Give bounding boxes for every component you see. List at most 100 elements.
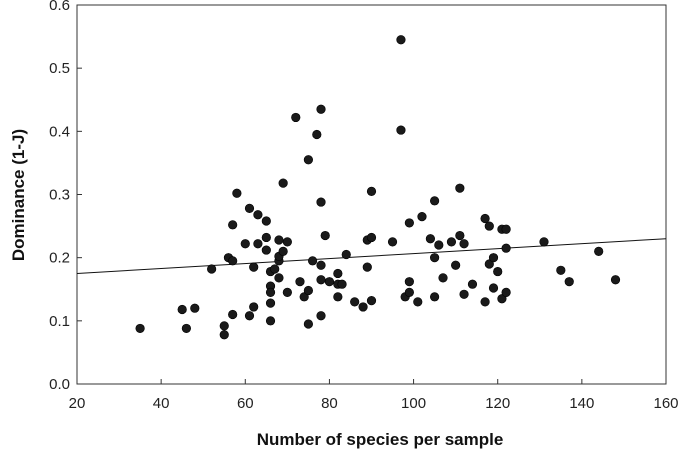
data-point — [249, 302, 259, 312]
data-point — [333, 292, 343, 302]
data-point — [387, 237, 398, 247]
data-point — [480, 213, 490, 224]
data-point — [240, 239, 250, 249]
data-point — [459, 239, 469, 249]
y-tick-label: 0.1 — [49, 313, 70, 330]
data-point — [425, 234, 436, 244]
x-tick-label: 20 — [69, 395, 86, 412]
data-point — [303, 319, 313, 329]
data-point — [366, 232, 377, 243]
data-point — [350, 297, 360, 307]
data-point — [430, 196, 440, 206]
data-point — [249, 262, 259, 272]
data-point — [358, 302, 368, 312]
x-tick-label: 160 — [653, 395, 678, 412]
y-axis: 0.0 0.1 0.2 0.3 0.4 0.5 0.6 — [49, 0, 82, 393]
data-point — [207, 264, 217, 274]
y-tick-label: 0.2 — [49, 250, 70, 267]
data-point — [556, 265, 566, 275]
data-point — [539, 237, 549, 247]
data-point — [396, 125, 406, 135]
data-point — [430, 292, 440, 302]
data-point — [484, 259, 494, 269]
trend-line — [76, 238, 667, 274]
data-point — [278, 246, 288, 256]
data-point — [265, 287, 276, 298]
data-point — [434, 240, 444, 250]
data-point — [312, 129, 322, 140]
data-point — [417, 212, 427, 222]
data-points — [135, 35, 621, 340]
data-point — [316, 197, 326, 207]
x-tick-label: 140 — [569, 395, 594, 412]
data-point — [467, 279, 478, 289]
y-tick-label: 0.5 — [49, 60, 70, 77]
x-tick-label: 60 — [237, 395, 254, 412]
data-point — [341, 249, 351, 260]
x-tick-label: 80 — [321, 395, 338, 412]
data-point — [333, 268, 343, 279]
data-point — [497, 294, 507, 304]
data-point — [295, 277, 305, 287]
data-point — [501, 243, 511, 253]
x-tick-label: 120 — [485, 395, 510, 412]
data-point — [228, 309, 238, 320]
y-axis-title: Dominance (1-J) — [9, 129, 28, 261]
data-point — [396, 35, 406, 45]
data-point — [488, 283, 499, 293]
x-axis: 20 40 60 80 100 120 140 160 — [69, 379, 679, 412]
data-point — [404, 218, 414, 228]
data-point — [501, 287, 511, 298]
data-point — [316, 311, 326, 321]
data-point — [282, 237, 292, 247]
data-point — [244, 203, 255, 213]
y-tick-label: 0.4 — [49, 123, 70, 140]
data-point — [446, 237, 457, 247]
data-point — [438, 273, 448, 283]
data-point — [501, 224, 511, 234]
data-point — [404, 287, 414, 298]
data-point — [291, 112, 301, 123]
data-point — [337, 279, 347, 289]
y-tick-label: 0.3 — [49, 187, 70, 204]
data-point — [316, 104, 326, 114]
data-point — [303, 155, 313, 165]
data-point — [488, 253, 499, 263]
data-point — [564, 277, 574, 287]
x-tick-label: 100 — [401, 395, 426, 412]
data-point — [261, 216, 271, 226]
data-point — [228, 220, 238, 230]
data-point — [282, 287, 292, 298]
data-point — [265, 316, 276, 326]
data-point — [459, 289, 469, 299]
data-point — [261, 245, 271, 255]
data-point — [308, 256, 318, 266]
data-point — [253, 210, 263, 220]
data-point — [190, 303, 200, 313]
data-point — [270, 264, 280, 274]
y-tick-label: 0.0 — [49, 376, 70, 393]
data-point — [135, 323, 145, 334]
x-axis-title: Number of species per sample — [257, 430, 504, 449]
data-point — [261, 232, 271, 243]
data-point — [253, 239, 263, 249]
data-point — [362, 262, 372, 272]
data-point — [324, 277, 335, 287]
data-point — [274, 273, 284, 283]
data-point — [594, 246, 604, 256]
data-point — [316, 260, 326, 270]
data-point — [316, 275, 326, 285]
data-point — [244, 311, 255, 321]
data-point — [299, 292, 309, 302]
data-point — [430, 253, 440, 263]
data-point — [455, 230, 465, 241]
data-point — [451, 260, 461, 270]
data-point — [181, 323, 191, 334]
x-tick-label: 40 — [153, 395, 170, 412]
data-point — [480, 297, 490, 307]
data-point — [413, 297, 423, 307]
data-point — [404, 277, 414, 287]
data-point — [303, 285, 313, 296]
data-point — [219, 321, 229, 331]
